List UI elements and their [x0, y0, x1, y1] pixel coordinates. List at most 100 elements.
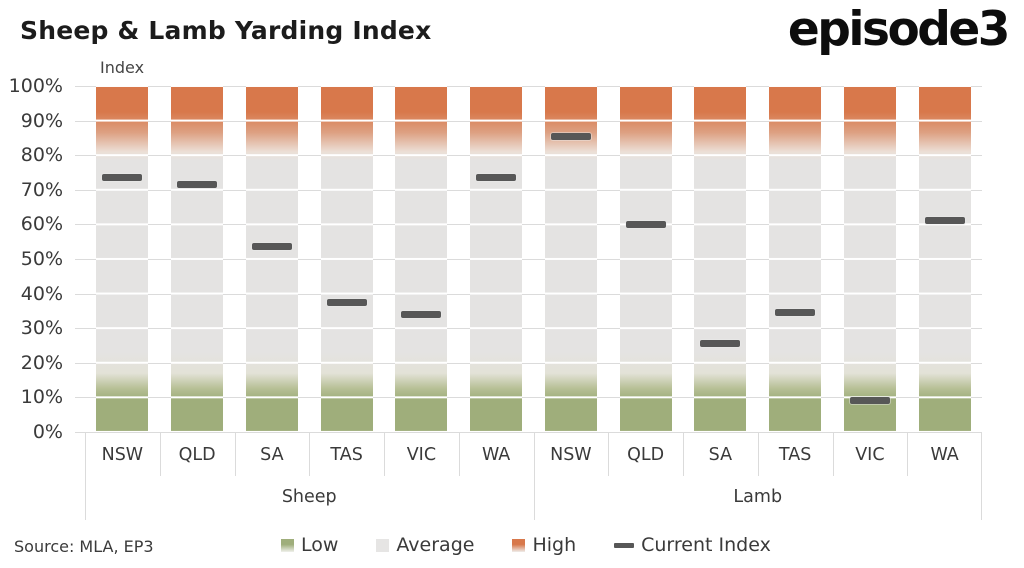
x-axis-state-label: SA [260, 445, 284, 465]
y-axis-tick [75, 397, 85, 399]
legend-item-average: Average [376, 534, 474, 556]
legend-label: Average [396, 534, 475, 556]
bar-lamb-vic [843, 86, 896, 432]
axis-separator [832, 433, 834, 476]
x-axis-group-label: Sheep [281, 487, 337, 507]
y-axis-tick-label: 50% [20, 248, 63, 270]
y-axis-tick [75, 155, 85, 157]
bar-sheep-nsw [96, 86, 149, 432]
gridline [85, 397, 982, 399]
axis-separator [309, 433, 311, 476]
x-axis-group-label: Lamb [733, 487, 783, 507]
current-index-marker-lamb-qld [625, 220, 666, 228]
y-axis-tick [75, 259, 85, 260]
y-axis-tick-label: 100% [8, 75, 63, 97]
bar-lamb-qld [619, 86, 672, 432]
legend-label: High [532, 534, 577, 556]
x-axis-state-label: NSW [550, 445, 592, 465]
bar-sheep-sa [245, 86, 298, 432]
axis-separator [683, 433, 684, 476]
bar-lamb-nsw [544, 86, 597, 432]
y-axis-tick [75, 86, 85, 87]
gridline [85, 155, 982, 157]
current-index-marker-lamb-sa [700, 340, 741, 348]
current-index-marker-sheep-wa [476, 174, 517, 182]
x-axis-state-label: TAS [778, 445, 812, 465]
current-index-marker-sheep-sa [251, 243, 292, 251]
gridline [85, 224, 982, 226]
gridline [85, 293, 982, 295]
axis-separator [533, 433, 535, 520]
legend-swatch-high [512, 538, 526, 552]
legend-item-high: High [512, 534, 576, 556]
x-axis: NSW QLD SA TAS VIC WA Sheep NSW QLD SA TAS VIC WA Lam… [85, 432, 982, 521]
current-index-marker-lamb-tas [775, 309, 816, 317]
bar-lamb-tas [769, 86, 822, 432]
x-axis-state-label: WA [481, 445, 511, 465]
x-axis-state-label: TAS [330, 445, 363, 465]
x-axis-state-label: VIC [406, 445, 437, 465]
current-index-marker-sheep-vic [401, 310, 442, 318]
legend-label: Low [301, 534, 339, 556]
current-index-marker-lamb-nsw [550, 132, 591, 140]
axis-separator [458, 433, 460, 476]
axis-separator [85, 433, 86, 520]
plot-area [85, 86, 982, 433]
current-index-marker-lamb-vic [849, 397, 890, 405]
axis-separator [907, 433, 909, 476]
x-axis-state-label: QLD [178, 445, 216, 465]
axis-separator [757, 433, 759, 476]
y-axis-tick-label: 80% [20, 144, 63, 167]
y-axis-tick [75, 362, 85, 364]
y-axis-tick-label: 60% [20, 213, 63, 236]
y-axis-tick [75, 293, 85, 295]
y-axis-title: Index [100, 58, 145, 77]
y-axis-tick [75, 328, 85, 330]
axis-separator [608, 433, 610, 476]
legend-swatch-average [376, 538, 390, 552]
axis-separator [159, 433, 161, 476]
source-note: Source: MLA, EP3 [14, 537, 154, 556]
y-axis-tick-label: 30% [20, 317, 63, 340]
x-axis-state-label: NSW [101, 445, 144, 465]
x-axis-state-label: WA [930, 445, 959, 465]
bar-lamb-sa [694, 86, 747, 432]
bar-lamb-wa [918, 86, 971, 432]
legend-item-low: Low [281, 534, 338, 556]
bar-sheep-qld [171, 86, 224, 432]
gridline [85, 189, 982, 191]
gridline [85, 362, 982, 364]
axis-separator [384, 433, 385, 476]
y-axis-tick-label: 10% [20, 386, 63, 409]
legend-swatch-current-index [614, 542, 635, 548]
y-axis-tick [75, 432, 85, 433]
gridline [85, 259, 982, 260]
legend-swatch-low [281, 538, 294, 552]
axis-separator [981, 433, 982, 520]
gridline [85, 86, 982, 87]
y-axis-tick-label: 40% [20, 282, 63, 305]
y-axis-tick-label: 0% [32, 421, 63, 443]
legend: Low Average High Current Index [281, 534, 771, 556]
current-index-marker-sheep-nsw [102, 174, 143, 182]
bar-sheep-wa [470, 86, 523, 432]
gridline [85, 328, 982, 330]
x-axis-state-label: SA [708, 445, 733, 465]
legend-label: Current Index [641, 534, 771, 556]
bar-sheep-vic [395, 86, 448, 432]
current-index-marker-sheep-qld [177, 181, 218, 189]
brand-logo: episode3 [787, 2, 1011, 57]
legend-item-current-index: Current Index [614, 534, 771, 556]
axis-separator [234, 433, 236, 476]
y-axis-tick [75, 224, 85, 226]
y-axis-tick [75, 189, 85, 191]
y-axis-tick-label: 20% [20, 351, 63, 374]
current-index-marker-lamb-wa [924, 217, 965, 225]
chart-title: Sheep & Lamb Yarding Index [20, 16, 432, 45]
x-axis-state-label: VIC [855, 445, 885, 465]
x-axis-state-label: QLD [627, 445, 665, 465]
y-axis-tick-label: 90% [20, 109, 63, 132]
y-axis-tick [75, 120, 85, 122]
gridline [85, 120, 982, 122]
